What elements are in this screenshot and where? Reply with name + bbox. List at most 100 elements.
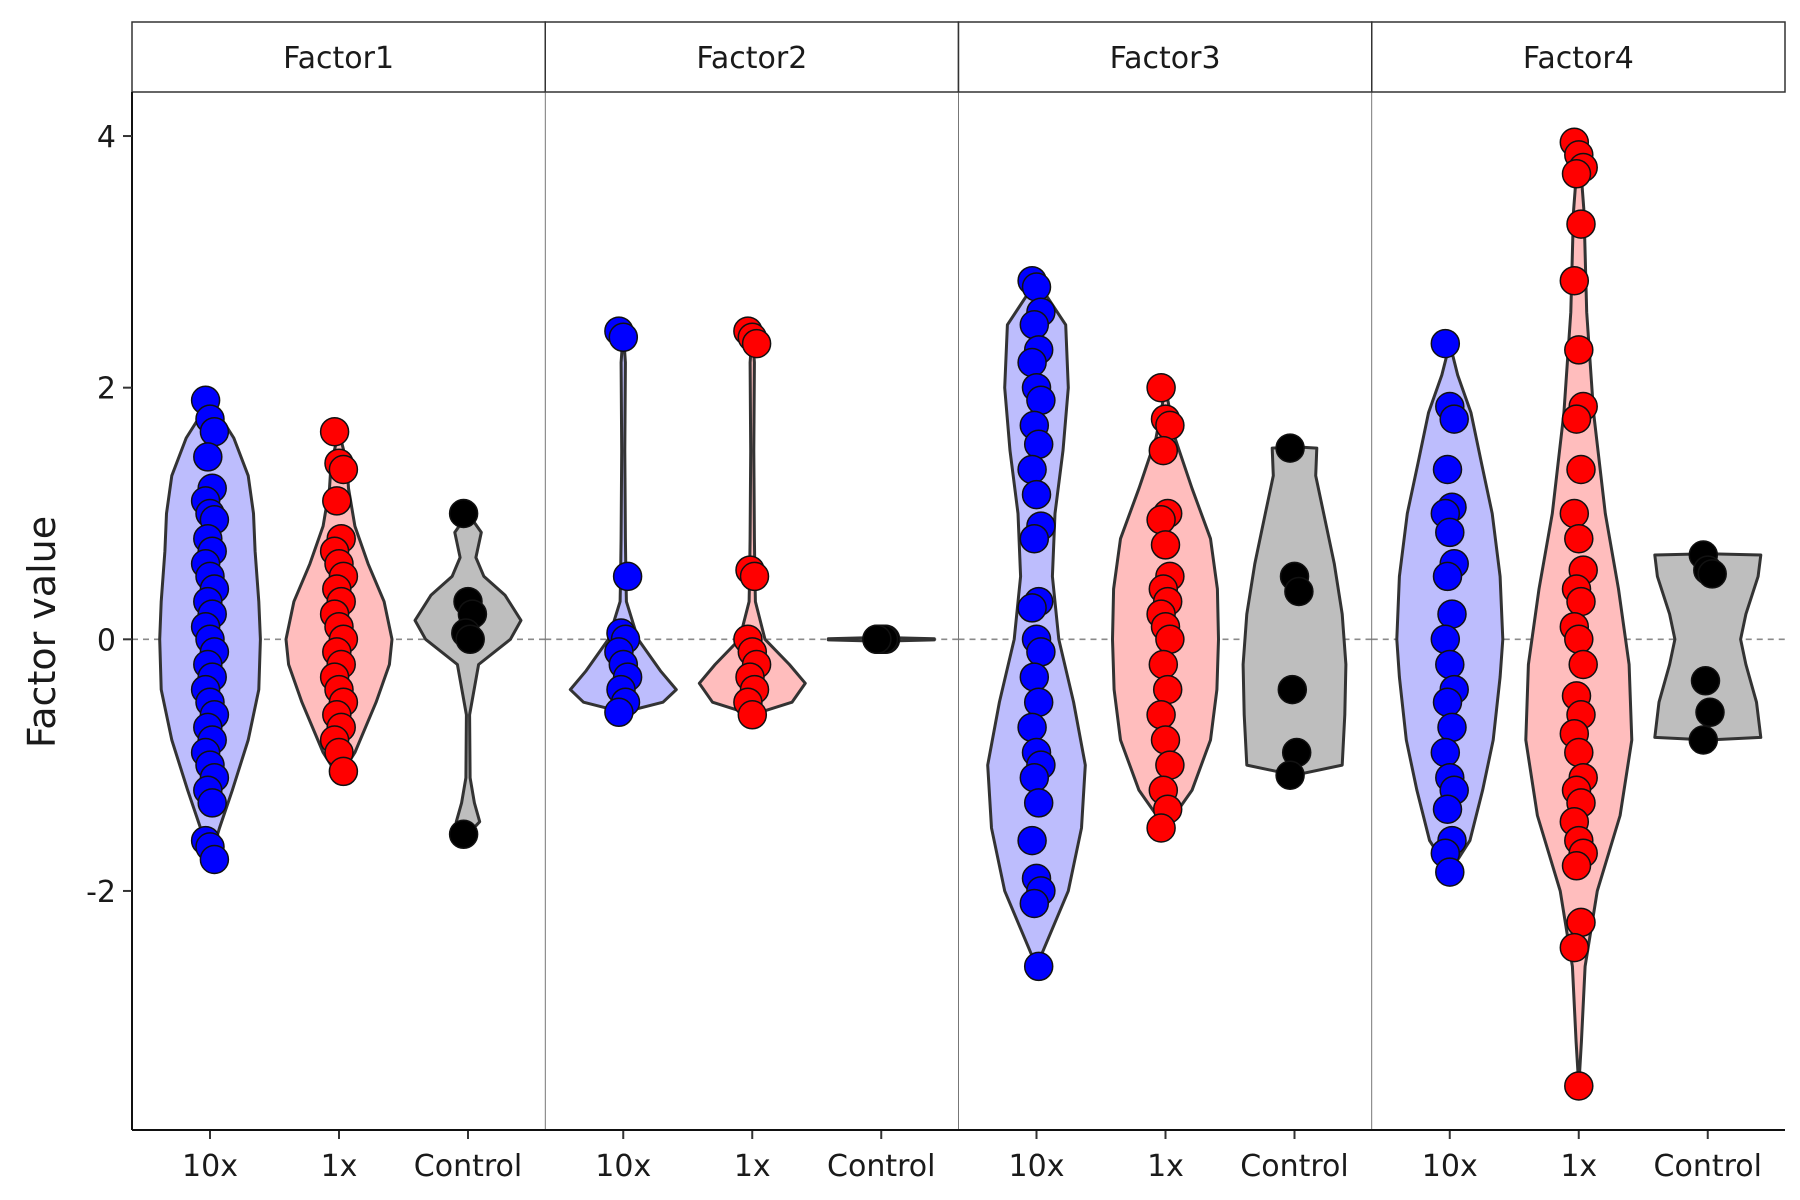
y-axis-title: Factor value — [20, 516, 64, 748]
strip-header — [957, 21, 1373, 93]
data-point-control — [1275, 760, 1305, 790]
data-point-10x — [193, 442, 223, 472]
panel-factor3: Factor3 10x 1x Control — [957, 21, 1373, 1184]
data-point-10x — [1437, 599, 1467, 629]
y-tick-label: 4 — [97, 120, 116, 155]
data-point-1x — [1155, 410, 1185, 441]
data-point-1x — [1568, 649, 1598, 680]
data-point-10x — [1017, 712, 1047, 743]
data-point-10x — [1026, 385, 1056, 416]
x-tick-label: 1x — [1560, 1149, 1597, 1184]
data-point-1x — [322, 486, 352, 516]
data-point-1x — [1559, 265, 1590, 296]
x-tick-label: 10x — [595, 1149, 651, 1184]
data-point-10x — [1430, 737, 1461, 768]
x-tick-label: 10x — [1009, 1149, 1065, 1184]
data-point-control — [1690, 666, 1721, 696]
data-point-control — [455, 624, 485, 655]
data-point-10x — [1019, 662, 1050, 692]
data-point-1x — [328, 756, 359, 787]
data-point-10x — [1019, 888, 1050, 919]
x-tick-label: 10x — [182, 1149, 238, 1184]
y-tick-label: 2 — [97, 372, 116, 407]
data-point-1x — [1566, 454, 1596, 485]
data-point-1x — [1146, 813, 1176, 843]
data-point-1x — [1146, 700, 1176, 730]
data-point-1x — [737, 700, 768, 730]
data-point-control — [862, 624, 892, 655]
data-point-10x — [1435, 517, 1465, 548]
data-point-10x — [199, 844, 230, 875]
data-point-1x — [1155, 750, 1185, 780]
data-point-1x — [1155, 624, 1185, 655]
data-point-1x — [328, 454, 359, 485]
strip-label: Factor4 — [1523, 41, 1634, 76]
strip-header — [1371, 21, 1786, 93]
violin-control — [413, 512, 523, 836]
data-point-10x — [1437, 712, 1467, 743]
data-point-1x — [1564, 737, 1594, 768]
data-point-10x — [1023, 687, 1054, 717]
data-point-10x — [1019, 523, 1050, 554]
x-tick-label: 10x — [1422, 1149, 1478, 1184]
panel-factor2: Factor2 10x 1x Control — [544, 21, 960, 1184]
data-point-1x — [1561, 404, 1592, 434]
data-point-1x — [1564, 335, 1594, 365]
data-point-1x — [1148, 435, 1179, 466]
data-point-1x — [1564, 624, 1594, 655]
data-point-1x — [1150, 530, 1181, 560]
data-point-control — [1275, 433, 1305, 463]
data-point-10x — [1017, 825, 1047, 856]
x-tick-label: Control — [827, 1149, 935, 1184]
data-point-10x — [199, 416, 230, 447]
data-point-1x — [1561, 159, 1592, 189]
data-point-10x — [604, 697, 634, 728]
data-point-1x — [1150, 725, 1181, 755]
x-tick-label: 1x — [1147, 1149, 1184, 1184]
data-point-10x — [1017, 593, 1047, 623]
data-point-1x — [1148, 649, 1179, 680]
data-point-10x — [1023, 429, 1054, 460]
data-point-10x — [1021, 272, 1052, 302]
data-point-1x — [1566, 907, 1596, 938]
data-point-10x — [1430, 624, 1461, 655]
data-point-control — [448, 819, 479, 850]
data-point-10x — [1435, 649, 1465, 680]
data-point-1x — [741, 328, 772, 359]
violin-control — [1241, 445, 1348, 777]
panel-factor1: Factor1 10x 1x Control — [131, 21, 546, 1184]
data-point-10x — [612, 561, 643, 592]
data-point-10x — [1017, 454, 1047, 485]
data-point-1x — [1561, 851, 1592, 881]
x-tick-label: Control — [1654, 1149, 1762, 1184]
data-point-10x — [1439, 404, 1469, 434]
x-tick-label: 1x — [321, 1149, 358, 1184]
data-point-10x — [608, 322, 639, 353]
data-point-10x — [1023, 951, 1054, 982]
strip-label: Factor2 — [696, 41, 807, 76]
data-point-1x — [1559, 932, 1590, 963]
data-point-control — [1695, 697, 1725, 728]
data-point-10x — [1026, 637, 1056, 667]
data-point-10x — [1430, 328, 1461, 359]
strip-header — [131, 21, 546, 93]
data-point-10x — [1432, 794, 1463, 824]
data-point-10x — [1019, 310, 1050, 340]
data-point-10x — [1019, 762, 1050, 793]
x-tick-label: Control — [1240, 1149, 1348, 1184]
data-point-10x — [1435, 857, 1465, 887]
data-point-control — [1697, 559, 1727, 589]
data-point-1x — [1566, 209, 1596, 239]
x-tick-label: Control — [414, 1149, 522, 1184]
data-point-1x — [739, 561, 770, 592]
data-point-1x — [319, 416, 350, 447]
data-point-1x — [1152, 674, 1183, 705]
data-point-1x — [1566, 586, 1596, 617]
data-point-1x — [1559, 498, 1590, 529]
data-point-10x — [1021, 479, 1052, 510]
x-tick-label: 1x — [734, 1149, 771, 1184]
y-tick-label: 0 — [97, 623, 116, 658]
data-point-1x — [1564, 523, 1594, 554]
data-point-1x — [1564, 1071, 1594, 1101]
